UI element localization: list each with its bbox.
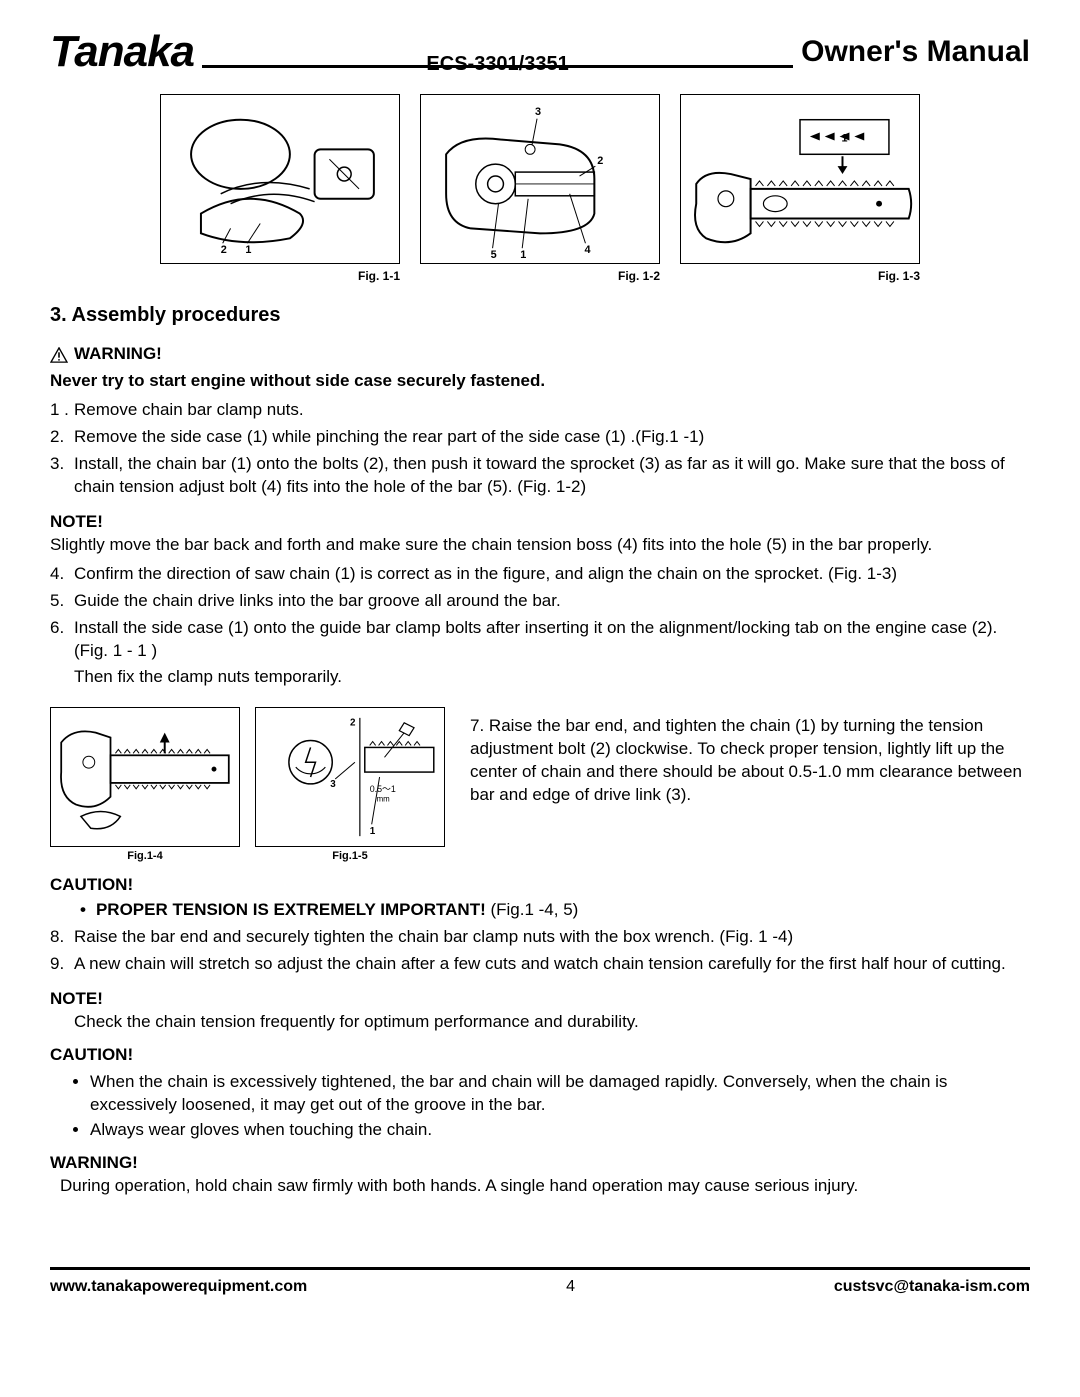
caution1-bullet: • PROPER TENSION IS EXTREMELY IMPORTANT!… (50, 899, 1030, 922)
figure-1-4 (50, 707, 240, 847)
warning-label: WARNING! (74, 343, 162, 366)
figure-1-4-wrap: Fig.1-4 (50, 707, 240, 864)
step-2: 2.Remove the side case (1) while pinchin… (50, 426, 1030, 449)
page-header: Tanaka ECS-3301/3351 Owner's Manual (50, 30, 1030, 74)
figure-1-4-caption: Fig.1-4 (50, 849, 240, 864)
warning-triangle-icon (50, 347, 68, 363)
step-6: 6.Install the side case (1) onto the gui… (50, 617, 1030, 663)
warning-row: WARNING! (50, 343, 1030, 366)
svg-text:1: 1 (245, 244, 251, 256)
step-7-text: Raise the bar end, and tighten the chain… (470, 716, 1022, 804)
step-7: 7. Raise the bar end, and tighten the ch… (460, 707, 1030, 807)
note1-text: Slightly move the bar back and forth and… (50, 534, 1030, 557)
model-number: ECS-3301/3351 (202, 51, 793, 78)
caution2-b2: Always wear gloves when touching the cha… (90, 1119, 1030, 1142)
svg-text:1: 1 (520, 249, 526, 261)
footer-rule (50, 1267, 1030, 1270)
footer-url: www.tanakapowerequipment.com (50, 1276, 307, 1298)
svg-text:3: 3 (535, 106, 541, 118)
figure-1-1-wrap: 2 1 Fig. 1-1 (160, 94, 400, 284)
figure-1-1-caption: Fig. 1-1 (160, 268, 400, 284)
figure-1-2-wrap: 3 2 5 1 4 Fig. 1-2 (420, 94, 660, 284)
figure-1-2: 3 2 5 1 4 (420, 94, 660, 264)
figure-1-3-wrap: 1 Fig. 1-3 (680, 94, 920, 284)
figure-1-2-caption: Fig. 1-2 (420, 268, 660, 284)
step-5: 5.Guide the chain drive links into the b… (50, 590, 1030, 613)
brand-logo: Tanaka (50, 30, 194, 74)
warning2-label: WARNING! (50, 1152, 1030, 1175)
caution1-ref: (Fig.1 -4, 5) (486, 900, 579, 919)
page-footer: www.tanakapowerequipment.com 4 custsvc@t… (50, 1276, 1030, 1298)
svg-text:5: 5 (491, 249, 497, 261)
step-6-cont: Then fix the clamp nuts temporarily. (50, 666, 1030, 689)
warning2-text: During operation, hold chain saw firmly … (60, 1175, 1030, 1198)
svg-text:1: 1 (370, 827, 376, 838)
figure-1-5-wrap: 2 3 0.5～1 mm 1 Fig.1-5 (255, 707, 445, 864)
figure-row-top: 2 1 Fig. 1-1 3 2 5 1 (50, 94, 1030, 284)
step-1: 1 .Remove chain bar clamp nuts. (50, 399, 1030, 422)
figure-1-5: 2 3 0.5～1 mm 1 (255, 707, 445, 847)
step-8: 8.Raise the bar end and securely tighten… (50, 926, 1030, 949)
svg-text:mm: mm (377, 795, 391, 804)
manual-title: Owner's Manual (801, 32, 1030, 73)
svg-text:2: 2 (221, 244, 227, 256)
caution1-bold: PROPER TENSION IS EXTREMELY IMPORTANT! (96, 900, 486, 919)
figure-row-mid: Fig.1-4 2 3 0.5～1 mm 1 Fig.1-5 (50, 707, 1030, 864)
step-4: 4.Confirm the direction of saw chain (1)… (50, 563, 1030, 586)
step-3: 3.Install, the chain bar (1) onto the bo… (50, 453, 1030, 499)
warning-text: Never try to start engine without side c… (50, 370, 1030, 393)
svg-text:2: 2 (597, 155, 603, 167)
svg-text:0.5～1: 0.5～1 (370, 784, 396, 794)
steps-list-a: 1 .Remove chain bar clamp nuts. 2.Remove… (50, 399, 1030, 499)
note2-label: NOTE! (50, 988, 1030, 1011)
caution2-bullets: When the chain is excessively tightened,… (90, 1071, 1030, 1142)
caution1-label: CAUTION! (50, 874, 1030, 897)
figure-1-3-caption: Fig. 1-3 (680, 268, 920, 284)
section-title: 3. Assembly procedures (50, 302, 1030, 329)
note2-text: Check the chain tension frequently for o… (74, 1011, 1030, 1034)
svg-text:2: 2 (350, 718, 356, 729)
step-9: 9.A new chain will stretch so adjust the… (50, 953, 1030, 976)
step-7-num: 7. (470, 716, 484, 735)
figure-1-1: 2 1 (160, 94, 400, 264)
caution2-label: CAUTION! (50, 1044, 1030, 1067)
caution2-b1: When the chain is excessively tightened,… (90, 1071, 1030, 1117)
figure-1-3: 1 (680, 94, 920, 264)
steps-list-b: 4.Confirm the direction of saw chain (1)… (50, 563, 1030, 690)
svg-text:3: 3 (330, 779, 336, 790)
note1-label: NOTE! (50, 511, 1030, 534)
steps-list-c: 8.Raise the bar end and securely tighten… (50, 926, 1030, 976)
figure-1-5-caption: Fig.1-5 (255, 849, 445, 864)
header-rule: ECS-3301/3351 (202, 65, 793, 68)
footer-page: 4 (566, 1276, 575, 1298)
footer-email: custsvc@tanaka-ism.com (834, 1276, 1030, 1298)
svg-text:4: 4 (584, 244, 590, 256)
